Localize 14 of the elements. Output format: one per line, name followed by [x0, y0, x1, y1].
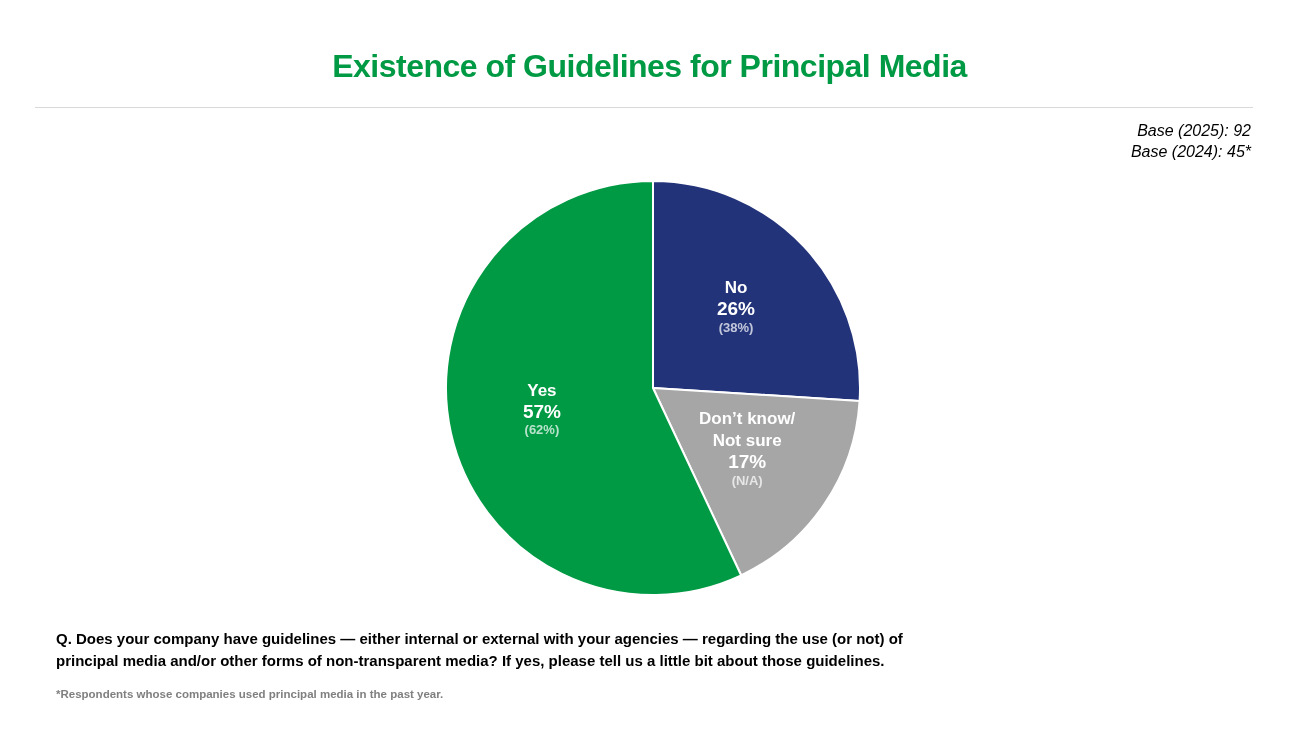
chart-title: Existence of Guidelines for Principal Media — [331, 48, 969, 85]
data-label: 17% — [728, 451, 767, 473]
data-label: 57% — [522, 401, 562, 423]
text: Base (2025): 92 — [1137, 122, 1251, 140]
slice-label: No — [724, 277, 748, 297]
text: *Respondents whose companies used principal media in the past year. — [56, 688, 444, 700]
slice-label: Yes — [527, 380, 557, 400]
text: Base (2024): 45* — [1130, 143, 1251, 161]
text: (62%) — [524, 422, 560, 438]
text: (N/A) — [731, 472, 763, 488]
text: (38%) — [718, 319, 754, 335]
data-label: 26% — [716, 298, 756, 320]
text: Q. Does your company have guidelines — either internal or external with your agencies — regarding the use (or not) of principal media and/or other forms of non-transparent media? If yes, please tell us a little bit about those guidelines. — [56, 629, 904, 671]
slice-label: Don’t know/ Not sure — [699, 408, 796, 450]
